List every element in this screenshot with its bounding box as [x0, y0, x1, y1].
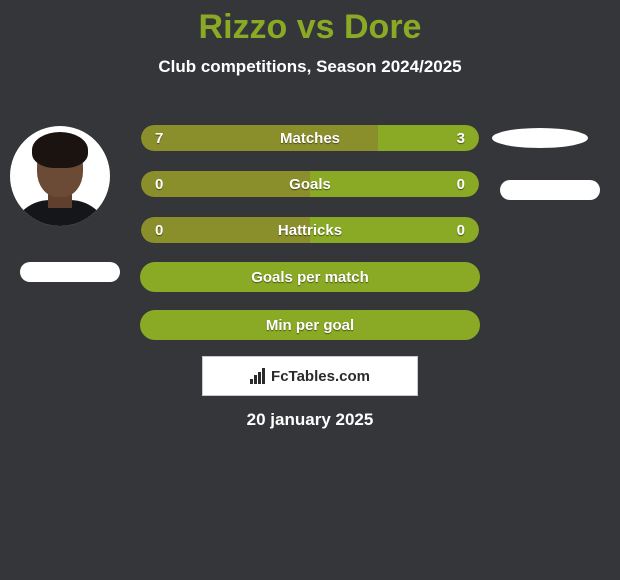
player-left-name-pill: [20, 262, 120, 282]
stat-label: Min per goal: [142, 312, 478, 338]
stat-value-right: 0: [457, 217, 465, 243]
date: 20 january 2025: [0, 410, 620, 430]
page-title: Rizzo vs Dore: [0, 8, 620, 47]
stat-label: Hattricks: [141, 217, 479, 243]
stat-row-goals-per-match: Goals per match: [140, 262, 480, 292]
stat-rows: 7 Matches 3 0 Goals 0 0 Hattricks 0 Goal…: [140, 124, 480, 358]
stat-value-right: 3: [457, 125, 465, 151]
stat-label: Matches: [141, 125, 479, 151]
subtitle: Club competitions, Season 2024/2025: [0, 57, 620, 77]
player-right-avatar: [492, 128, 588, 148]
watermark-text: FcTables.com: [271, 368, 370, 385]
stat-row-min-per-goal: Min per goal: [140, 310, 480, 340]
bars-icon: [250, 368, 265, 384]
player-left-avatar: [10, 126, 110, 226]
comparison-card: Rizzo vs Dore Club competitions, Season …: [0, 0, 620, 580]
watermark: FcTables.com: [202, 356, 418, 396]
stat-label: Goals per match: [142, 264, 478, 290]
stat-row-hattricks: 0 Hattricks 0: [140, 216, 480, 244]
stat-value-right: 0: [457, 171, 465, 197]
stat-label: Goals: [141, 171, 479, 197]
player-right-name-pill: [500, 180, 600, 200]
stat-row-matches: 7 Matches 3: [140, 124, 480, 152]
stat-row-goals: 0 Goals 0: [140, 170, 480, 198]
